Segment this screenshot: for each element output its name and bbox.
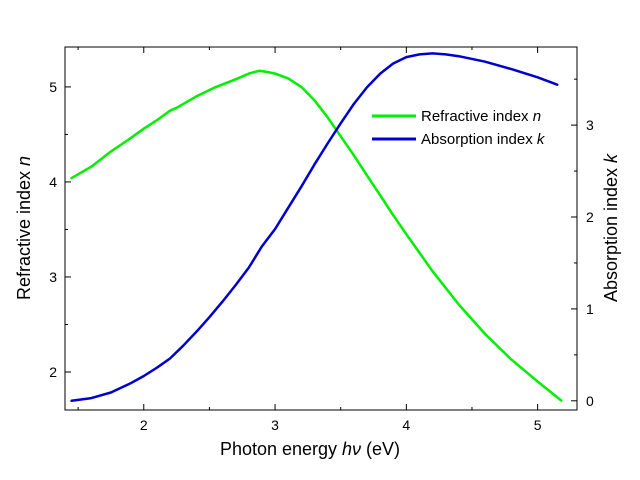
y-right-tick-label: 2: [586, 209, 594, 225]
y-left-tick-label: 2: [49, 364, 57, 380]
y-right-tick-label: 3: [586, 117, 594, 133]
y-left-tick-label: 3: [49, 269, 57, 285]
y-right-tick-label: 1: [586, 301, 594, 317]
legend-label-k: Absorption index k: [421, 131, 546, 148]
y-left-tick-label: 4: [49, 174, 57, 190]
series-group: [70, 52, 563, 403]
x-tick-label: 5: [534, 417, 542, 433]
y-left-tick-label: 5: [49, 79, 57, 95]
x-tick-label: 3: [271, 417, 279, 433]
legend: Refractive index n Absorption index k: [372, 108, 546, 148]
series-line-refractive-n: [70, 69, 563, 402]
tick-group: 2 3 4 5 2 3 4 5 0 1 2 3: [49, 47, 594, 433]
legend-label-n: Refractive index n: [421, 108, 541, 125]
series-line-absorption-k: [70, 52, 559, 403]
y-right-axis-title: Absorption index k: [601, 153, 621, 302]
y-right-tick-label: 0: [586, 393, 594, 409]
x-axis-title: Photon energy hν (eV): [220, 439, 400, 459]
x-tick-label: 2: [140, 417, 148, 433]
x-tick-label: 4: [402, 417, 410, 433]
y-left-axis-title: Refractive index n: [14, 156, 34, 300]
plot-frame: [64, 46, 578, 411]
